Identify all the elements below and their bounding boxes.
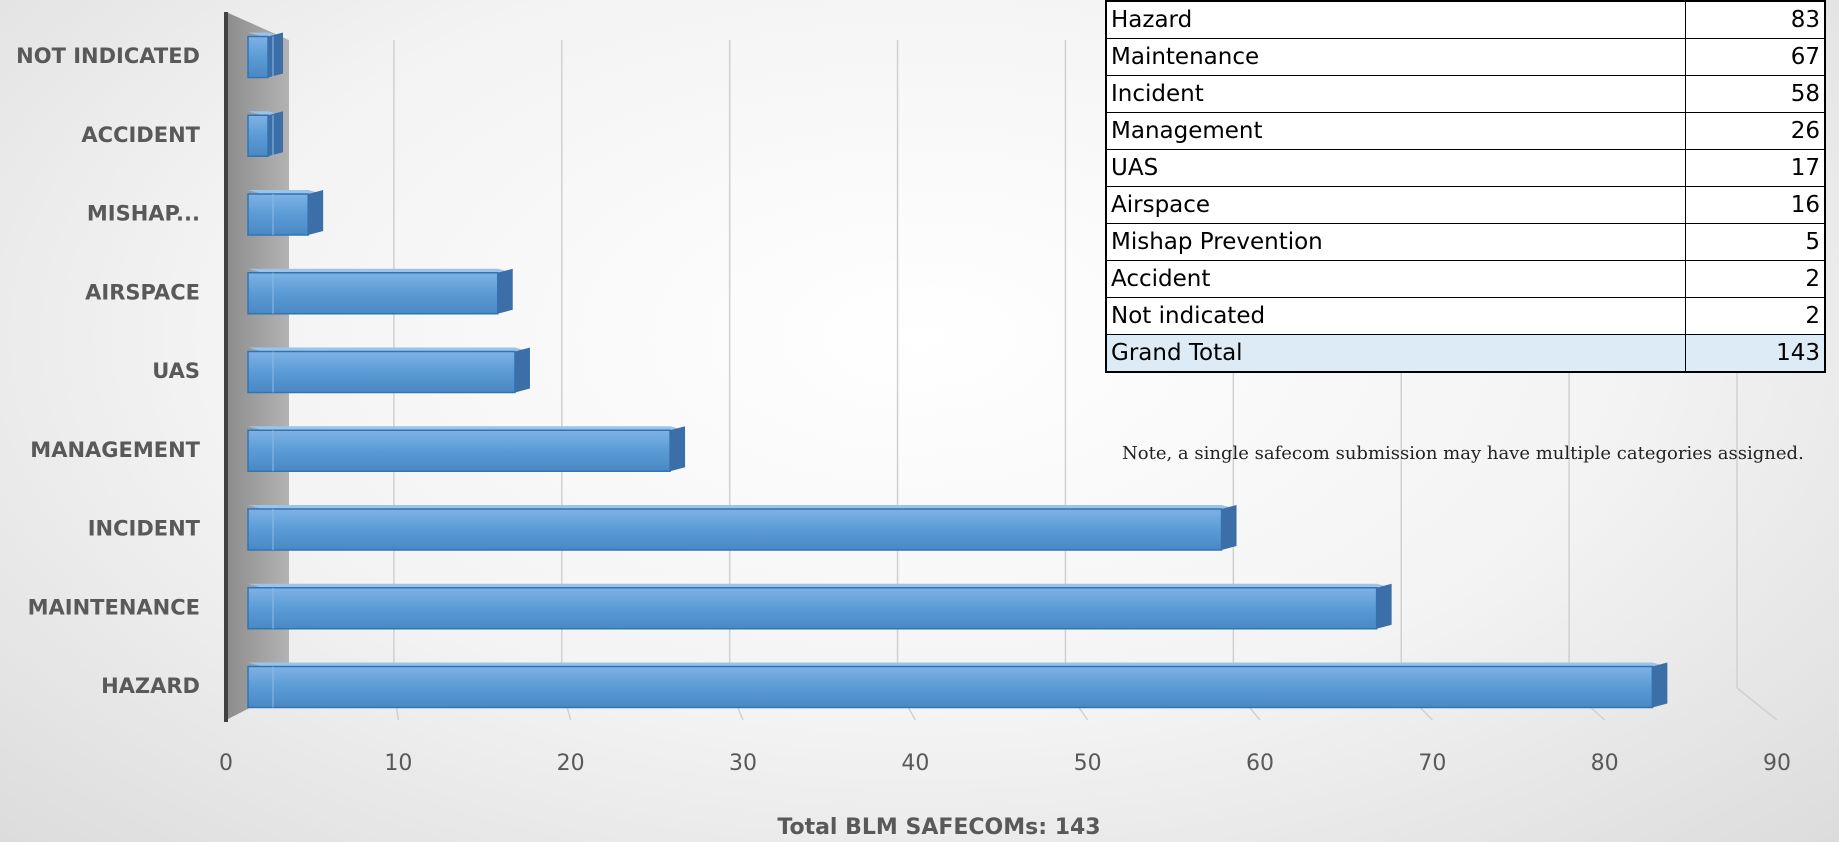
x-tick-label: 60 — [1246, 751, 1274, 776]
x-tick-label: 50 — [1074, 751, 1102, 776]
table-label-cell: Accident — [1105, 260, 1686, 298]
bar-end-face — [497, 268, 513, 314]
table-value-cell: 67 — [1684, 38, 1826, 76]
bar-end-face — [1376, 583, 1392, 629]
x-tick-label: 90 — [1763, 751, 1791, 776]
table-total-row: Grand Total 143 — [1105, 334, 1826, 373]
category-labels: NOT INDICATED ACCIDENT MISHAP... AIRSPACE UA… — [16, 44, 201, 698]
x-tick-label: 80 — [1591, 751, 1619, 776]
bar — [247, 429, 671, 472]
bar-end-face — [308, 190, 324, 235]
table-label-cell: Hazard — [1105, 0, 1686, 39]
table-row: Hazard 83 — [1105, 0, 1826, 39]
x-tick-label: 40 — [901, 751, 929, 776]
table-row: UAS 17 — [1105, 149, 1826, 187]
category-label: AIRSPACE — [85, 280, 200, 304]
bar-top-face — [248, 347, 530, 352]
table-label-cell: Management — [1105, 112, 1686, 150]
bar — [247, 35, 269, 79]
table-value-cell: 2 — [1684, 260, 1826, 298]
table-note: Note, a single safecom submission may ha… — [1122, 443, 1804, 464]
x-tick-label: 10 — [384, 751, 412, 776]
bar-top-face — [248, 190, 324, 194]
table-value-cell: 5 — [1684, 223, 1826, 261]
category-label: ACCIDENT — [81, 123, 200, 147]
bar — [247, 665, 1654, 709]
summary-table: Hazard 83 Maintenance 67 Incident 58 Managemen… — [1105, 0, 1826, 373]
table-label-cell: Maintenance — [1105, 38, 1686, 76]
x-tick-label: 20 — [557, 751, 585, 776]
bar-top-face — [248, 662, 1668, 667]
table-value-cell: 26 — [1684, 112, 1826, 150]
x-tick-label: 0 — [219, 751, 233, 776]
bar — [247, 114, 269, 157]
bar-end-face — [670, 426, 686, 472]
bar — [247, 350, 516, 394]
table-row: Maintenance 67 — [1105, 38, 1826, 76]
category-label: NOT INDICATED — [16, 44, 200, 68]
table-row: Accident 2 — [1105, 260, 1826, 298]
table-row: Airspace 16 — [1105, 186, 1826, 224]
table-label-cell: UAS — [1105, 149, 1686, 187]
table-row: Mishap Prevention 5 — [1105, 223, 1826, 261]
x-tick-label: 30 — [729, 751, 757, 776]
bar-end-face — [1221, 505, 1237, 550]
bar-top-face — [248, 426, 686, 431]
bar-end-face — [268, 111, 283, 157]
table-label-cell: Mishap Prevention — [1105, 223, 1686, 261]
table-value-cell: 2 — [1684, 297, 1826, 335]
bar — [247, 587, 1378, 630]
bar-end-face — [268, 32, 283, 78]
bar-end-face — [1652, 662, 1668, 708]
table-label-cell: Incident — [1105, 75, 1686, 113]
x-tick-label: 70 — [1418, 751, 1446, 776]
table-value-cell: 17 — [1684, 149, 1826, 187]
table-row: Management 26 — [1105, 112, 1826, 150]
category-label: MANAGEMENT — [30, 438, 200, 462]
category-label: MAINTENANCE — [28, 595, 200, 619]
bar — [247, 193, 309, 236]
bar — [247, 508, 1223, 551]
bar-top-face — [248, 583, 1392, 588]
category-label: MISHAP... — [87, 202, 200, 226]
table-label-cell: Not indicated — [1105, 297, 1686, 335]
category-label: HAZARD — [101, 674, 200, 698]
bar — [247, 272, 499, 315]
table-value-cell: 143 — [1684, 334, 1826, 373]
category-label: INCIDENT — [88, 517, 201, 541]
bar-top-face — [248, 505, 1237, 509]
table-value-cell: 83 — [1684, 0, 1826, 39]
table-row: Not indicated 2 — [1105, 297, 1826, 335]
table-value-cell: 58 — [1684, 75, 1826, 113]
bars-group — [247, 32, 1668, 709]
x-tick-labels: 0 10 20 30 40 50 60 70 80 90 — [219, 751, 1791, 776]
bar-top-face — [248, 268, 513, 273]
table-label-cell: Grand Total — [1105, 334, 1686, 373]
table-row: Incident 58 — [1105, 75, 1826, 113]
table-value-cell: 16 — [1684, 186, 1826, 224]
x-axis-title: Total BLM SAFECOMs: 143 — [777, 815, 1100, 840]
bar-end-face — [514, 347, 530, 393]
category-label: UAS — [152, 359, 200, 383]
table-label-cell: Airspace — [1105, 186, 1686, 224]
